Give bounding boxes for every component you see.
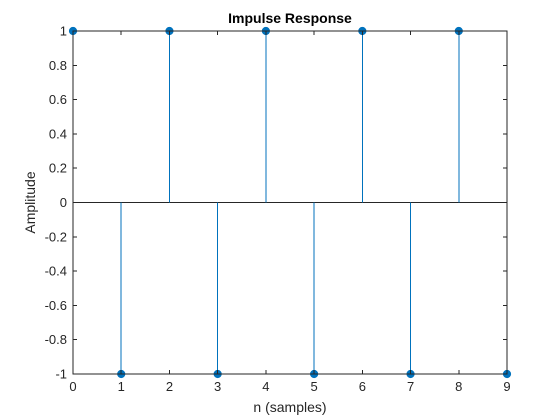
x-tick-label: 1	[118, 379, 125, 394]
y-tick-label: -0.2	[45, 229, 67, 244]
y-tick-label: 0.2	[49, 161, 67, 176]
y-tick-label: -0.8	[45, 332, 67, 347]
y-axis-label: Amplitude	[22, 171, 38, 233]
x-tick-label: 8	[455, 379, 462, 394]
x-tick-label: 9	[503, 379, 510, 394]
y-tick-label: -0.6	[45, 298, 67, 313]
x-tick-label: 0	[69, 379, 76, 394]
labels-layer: Impulse Response n (samples) Amplitude	[22, 10, 352, 415]
y-tick-label: 0	[60, 195, 67, 210]
x-tick-label: 5	[310, 379, 317, 394]
y-tick-label: -1	[55, 367, 67, 382]
y-tick-label: 0.8	[49, 58, 67, 73]
y-tick-label: -0.4	[45, 264, 67, 279]
x-tick-label: 2	[166, 379, 173, 394]
x-tick-label: 6	[359, 379, 366, 394]
x-tick-label: 7	[407, 379, 414, 394]
x-axis-label: n (samples)	[253, 399, 326, 415]
x-tick-label: 3	[214, 379, 221, 394]
axes-layer: 0 1 2 3 4 5 6 7 8 9 -1 -0.8 -0.6 -0.4 -0.2 0 0.2 0.4 0.6 0.…	[45, 24, 511, 395]
y-tick-label: 0.4	[49, 126, 67, 141]
y-tick-label: 0.6	[49, 92, 67, 107]
y-tick-label: 1	[60, 24, 67, 39]
x-tick-label: 4	[262, 379, 269, 394]
chart-title: Impulse Response	[228, 10, 352, 26]
